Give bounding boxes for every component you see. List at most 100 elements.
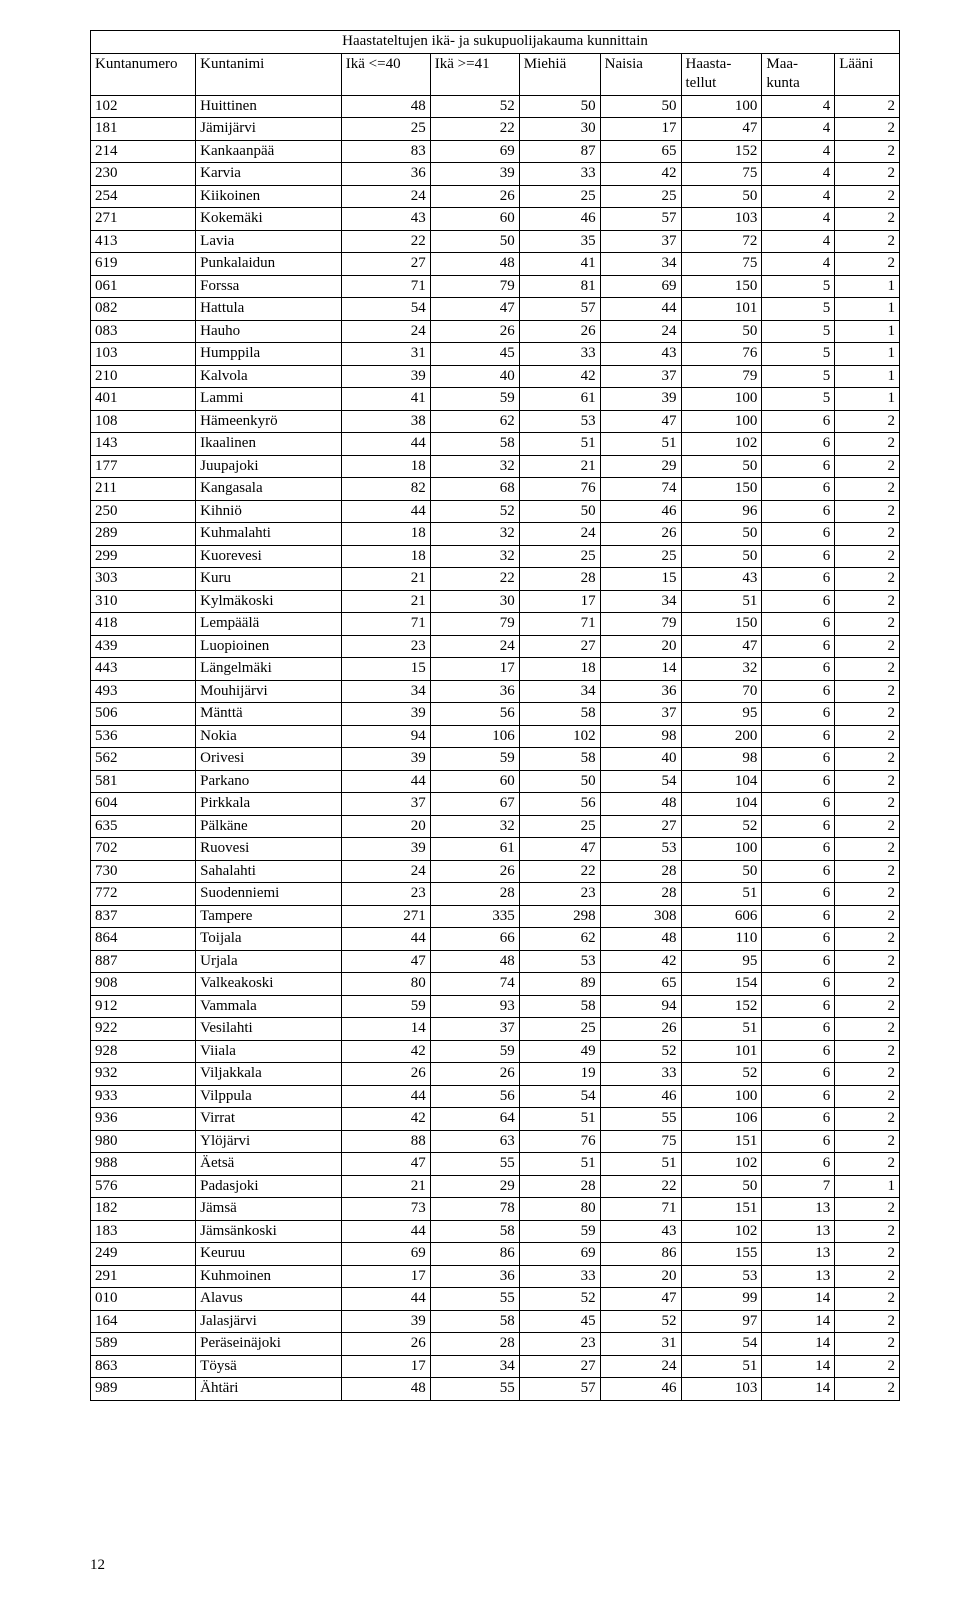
table-cell: 102 bbox=[681, 1220, 762, 1243]
table-cell: 58 bbox=[430, 1310, 519, 1333]
table-cell: 25 bbox=[519, 1018, 600, 1041]
table-cell: 155 bbox=[681, 1243, 762, 1266]
table-cell: 39 bbox=[341, 748, 430, 771]
table-row: 401Lammi4159613910051 bbox=[91, 388, 900, 411]
table-cell: 25 bbox=[341, 118, 430, 141]
table-row: 619Punkalaidun274841347542 bbox=[91, 253, 900, 276]
table-cell: 6 bbox=[762, 860, 835, 883]
table-cell: 52 bbox=[681, 1063, 762, 1086]
table-cell: Orivesi bbox=[196, 748, 342, 771]
table-cell: 6 bbox=[762, 1063, 835, 1086]
table-cell: 66 bbox=[430, 928, 519, 951]
table-cell: 6 bbox=[762, 950, 835, 973]
table-row: 108Hämeenkyrö3862534710062 bbox=[91, 410, 900, 433]
table-cell: 211 bbox=[91, 478, 196, 501]
table-cell: 50 bbox=[681, 1175, 762, 1198]
table-cell: 2 bbox=[835, 635, 900, 658]
table-cell: 26 bbox=[430, 1063, 519, 1086]
table-cell: 13 bbox=[762, 1243, 835, 1266]
table-row: 230Karvia363933427542 bbox=[91, 163, 900, 186]
table-cell: 271 bbox=[341, 905, 430, 928]
table-cell: 23 bbox=[341, 883, 430, 906]
table-cell: 4 bbox=[762, 253, 835, 276]
table-cell: 36 bbox=[430, 680, 519, 703]
table-cell: 4 bbox=[762, 140, 835, 163]
table-cell: 14 bbox=[762, 1288, 835, 1311]
table-cell: 27 bbox=[519, 1355, 600, 1378]
table-cell: 55 bbox=[430, 1378, 519, 1401]
table-cell: 18 bbox=[341, 523, 430, 546]
table-cell: 100 bbox=[681, 1085, 762, 1108]
table-cell: 989 bbox=[91, 1378, 196, 1401]
table-cell: Kangasala bbox=[196, 478, 342, 501]
table-cell: Kokemäki bbox=[196, 208, 342, 231]
table-cell: 103 bbox=[681, 1378, 762, 1401]
table-cell: Längelmäki bbox=[196, 658, 342, 681]
table-cell: 2 bbox=[835, 433, 900, 456]
table-cell: 4 bbox=[762, 230, 835, 253]
table-cell: 401 bbox=[91, 388, 196, 411]
table-cell: 42 bbox=[519, 365, 600, 388]
table-cell: 57 bbox=[519, 1378, 600, 1401]
table-cell: Viiala bbox=[196, 1040, 342, 1063]
table-cell: 26 bbox=[341, 1333, 430, 1356]
table-cell: 2 bbox=[835, 703, 900, 726]
table-cell: 289 bbox=[91, 523, 196, 546]
table-cell: 310 bbox=[91, 590, 196, 613]
table-row: 083Hauho242626245051 bbox=[91, 320, 900, 343]
table-cell: Pirkkala bbox=[196, 793, 342, 816]
table-cell: 928 bbox=[91, 1040, 196, 1063]
table-cell: 17 bbox=[519, 590, 600, 613]
table-cell: 40 bbox=[600, 748, 681, 771]
table-cell: 48 bbox=[430, 253, 519, 276]
table-cell: 104 bbox=[681, 793, 762, 816]
table-cell: 98 bbox=[681, 748, 762, 771]
table-cell: 48 bbox=[600, 793, 681, 816]
table-cell: 932 bbox=[91, 1063, 196, 1086]
table-cell: 59 bbox=[430, 388, 519, 411]
table-row: 182Jämsä73788071151132 bbox=[91, 1198, 900, 1221]
table-cell: Kuorevesi bbox=[196, 545, 342, 568]
table-cell: 418 bbox=[91, 613, 196, 636]
table-cell: 35 bbox=[519, 230, 600, 253]
table-cell: 5 bbox=[762, 343, 835, 366]
table-cell: 49 bbox=[519, 1040, 600, 1063]
table-cell: Peräseinäjoki bbox=[196, 1333, 342, 1356]
table-cell: 75 bbox=[681, 253, 762, 276]
table-cell: Keuruu bbox=[196, 1243, 342, 1266]
table-cell: 78 bbox=[430, 1198, 519, 1221]
table-cell: 250 bbox=[91, 500, 196, 523]
table-cell: 2 bbox=[835, 658, 900, 681]
table-cell: 36 bbox=[430, 1265, 519, 1288]
table-cell: Kankaanpää bbox=[196, 140, 342, 163]
table-cell: 59 bbox=[341, 995, 430, 1018]
table-cell: 48 bbox=[430, 950, 519, 973]
table-cell: 95 bbox=[681, 703, 762, 726]
table-cell: 59 bbox=[519, 1220, 600, 1243]
table-cell: 43 bbox=[600, 1220, 681, 1243]
table-cell: 50 bbox=[681, 523, 762, 546]
table-cell: 303 bbox=[91, 568, 196, 591]
table-cell: 413 bbox=[91, 230, 196, 253]
table-cell: 43 bbox=[600, 343, 681, 366]
table-cell: 2 bbox=[835, 838, 900, 861]
table-cell: 103 bbox=[91, 343, 196, 366]
table-cell: 65 bbox=[600, 140, 681, 163]
table-cell: 44 bbox=[341, 433, 430, 456]
table-cell: 37 bbox=[600, 703, 681, 726]
table-cell: 6 bbox=[762, 995, 835, 1018]
table-cell: 151 bbox=[681, 1130, 762, 1153]
table-cell: 4 bbox=[762, 118, 835, 141]
table-cell: Toijala bbox=[196, 928, 342, 951]
table-cell: Ikaalinen bbox=[196, 433, 342, 456]
table-cell: 6 bbox=[762, 1108, 835, 1131]
table-cell: 55 bbox=[600, 1108, 681, 1131]
table-cell: 536 bbox=[91, 725, 196, 748]
column-header: Miehiä bbox=[519, 53, 600, 95]
table-cell: 2 bbox=[835, 185, 900, 208]
table-cell: 6 bbox=[762, 838, 835, 861]
table-row: 863Töysä1734272451142 bbox=[91, 1355, 900, 1378]
table-cell: 2 bbox=[835, 230, 900, 253]
table-cell: 23 bbox=[519, 883, 600, 906]
table-cell: 61 bbox=[430, 838, 519, 861]
